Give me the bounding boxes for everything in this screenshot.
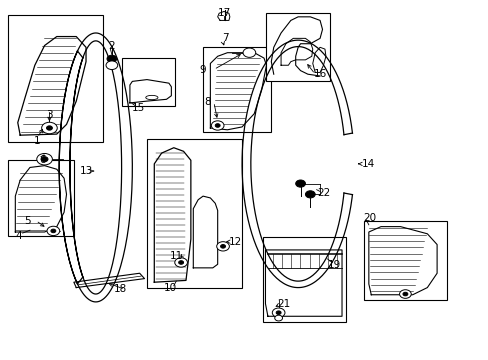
Circle shape <box>107 55 117 62</box>
Circle shape <box>106 61 118 69</box>
Text: 5: 5 <box>24 216 31 225</box>
Circle shape <box>41 157 48 162</box>
Text: 15: 15 <box>131 103 144 113</box>
Text: 19: 19 <box>327 260 341 270</box>
Polygon shape <box>154 148 190 282</box>
Polygon shape <box>74 273 144 288</box>
Text: 16: 16 <box>313 69 326 79</box>
Circle shape <box>402 292 407 296</box>
Circle shape <box>51 229 56 233</box>
Polygon shape <box>15 166 66 232</box>
Bar <box>263 237 345 321</box>
Text: 17: 17 <box>217 8 230 18</box>
Circle shape <box>46 126 52 130</box>
Bar <box>203 47 271 132</box>
Text: 14: 14 <box>362 159 375 169</box>
Circle shape <box>37 153 52 165</box>
Polygon shape <box>193 196 217 268</box>
Text: 22: 22 <box>316 188 329 198</box>
Polygon shape <box>265 250 341 316</box>
Text: 8: 8 <box>204 97 211 107</box>
Circle shape <box>215 124 220 127</box>
Circle shape <box>243 48 255 57</box>
Bar <box>122 58 175 107</box>
Circle shape <box>272 308 285 318</box>
Text: 2: 2 <box>108 41 115 50</box>
Polygon shape <box>312 47 325 72</box>
Ellipse shape <box>145 95 158 100</box>
Circle shape <box>274 315 282 321</box>
Circle shape <box>276 311 281 315</box>
Circle shape <box>211 121 224 130</box>
Polygon shape <box>210 53 266 130</box>
Text: 4: 4 <box>16 231 22 240</box>
Polygon shape <box>368 226 436 295</box>
Circle shape <box>399 290 410 298</box>
Circle shape <box>41 122 57 134</box>
Text: 13: 13 <box>79 166 92 176</box>
Text: 1: 1 <box>34 136 41 146</box>
Polygon shape <box>281 39 312 65</box>
Text: 11: 11 <box>169 251 183 261</box>
Text: 21: 21 <box>276 300 289 310</box>
Polygon shape <box>18 37 86 135</box>
Text: 20: 20 <box>363 213 376 222</box>
Circle shape <box>47 226 60 235</box>
Bar <box>147 139 242 288</box>
Bar <box>363 221 446 300</box>
Text: 10: 10 <box>163 283 177 293</box>
Bar <box>8 160 74 235</box>
Text: 12: 12 <box>229 237 242 247</box>
Text: 9: 9 <box>199 64 206 75</box>
Text: 6: 6 <box>39 155 45 165</box>
Text: 18: 18 <box>113 284 126 294</box>
Circle shape <box>220 244 225 248</box>
Circle shape <box>216 242 229 251</box>
Circle shape <box>305 191 315 198</box>
Circle shape <box>178 261 183 264</box>
Polygon shape <box>271 17 322 76</box>
Polygon shape <box>130 80 171 103</box>
Text: 7: 7 <box>221 33 228 43</box>
Circle shape <box>295 180 305 187</box>
Bar <box>266 13 329 81</box>
Circle shape <box>174 258 187 267</box>
Text: 3: 3 <box>46 111 53 121</box>
Polygon shape <box>217 12 229 21</box>
Bar <box>8 15 103 142</box>
